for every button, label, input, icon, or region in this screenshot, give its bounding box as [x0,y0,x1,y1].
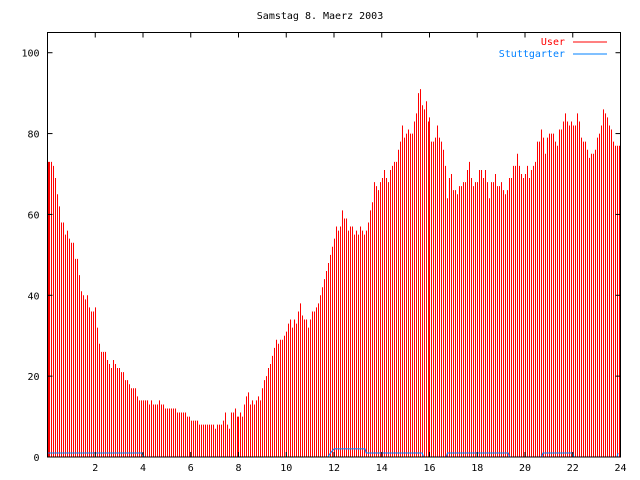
x-tick-label: 4 [140,463,146,474]
x-tick-label: 24 [614,463,626,474]
x-tick-label: 22 [567,463,579,474]
legend: User Stuttgarter [499,37,607,60]
x-tick-label: 18 [471,463,483,474]
x-tick-label: 14 [376,463,388,474]
user-impulses [48,89,620,457]
y-tick-label: 0 [33,453,39,464]
x-tick-label: 8 [235,463,241,474]
legend-label-stuttgarter: Stuttgarter [499,49,565,60]
chart-title: Samstag 8. Maerz 2003 [257,11,383,22]
y-tick-label: 20 [27,372,39,383]
y-tick-label: 40 [27,291,39,302]
x-tick-label: 2 [92,463,98,474]
x-tick-label: 16 [423,463,435,474]
x-tick-label: 6 [188,463,194,474]
x-tick-label: 20 [519,463,531,474]
x-tick-label: 12 [328,463,340,474]
y-tick-label: 80 [27,130,39,141]
y-tick-label: 60 [27,210,39,221]
legend-label-user: User [541,37,565,48]
y-tick-label: 100 [21,49,39,60]
x-tick-label: 10 [280,463,292,474]
